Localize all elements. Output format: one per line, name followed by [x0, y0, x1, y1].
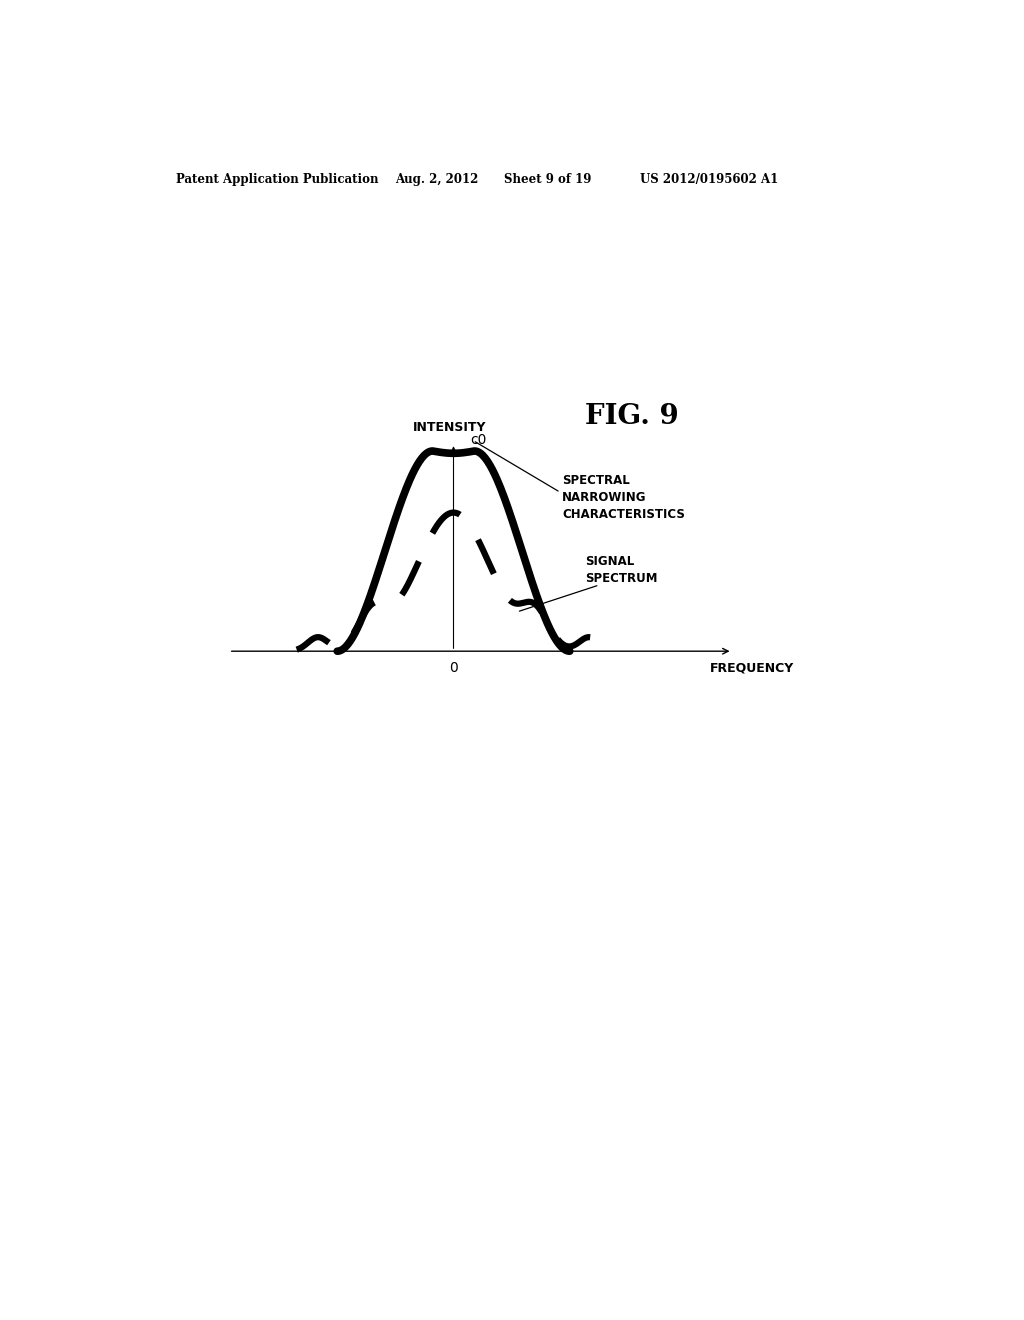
- Text: SPECTRAL
NARROWING
CHARACTERISTICS: SPECTRAL NARROWING CHARACTERISTICS: [562, 474, 685, 520]
- Text: Aug. 2, 2012: Aug. 2, 2012: [395, 173, 479, 186]
- Text: c0: c0: [471, 433, 487, 447]
- Text: US 2012/0195602 A1: US 2012/0195602 A1: [640, 173, 778, 186]
- Text: Sheet 9 of 19: Sheet 9 of 19: [504, 173, 591, 186]
- Text: INTENSITY: INTENSITY: [413, 421, 486, 434]
- Text: SIGNAL
SPECTRUM: SIGNAL SPECTRUM: [586, 556, 657, 585]
- Text: 0: 0: [450, 661, 458, 675]
- Text: FIG. 9: FIG. 9: [585, 403, 679, 430]
- Text: Patent Application Publication: Patent Application Publication: [176, 173, 379, 186]
- Text: FREQUENCY: FREQUENCY: [710, 661, 794, 675]
